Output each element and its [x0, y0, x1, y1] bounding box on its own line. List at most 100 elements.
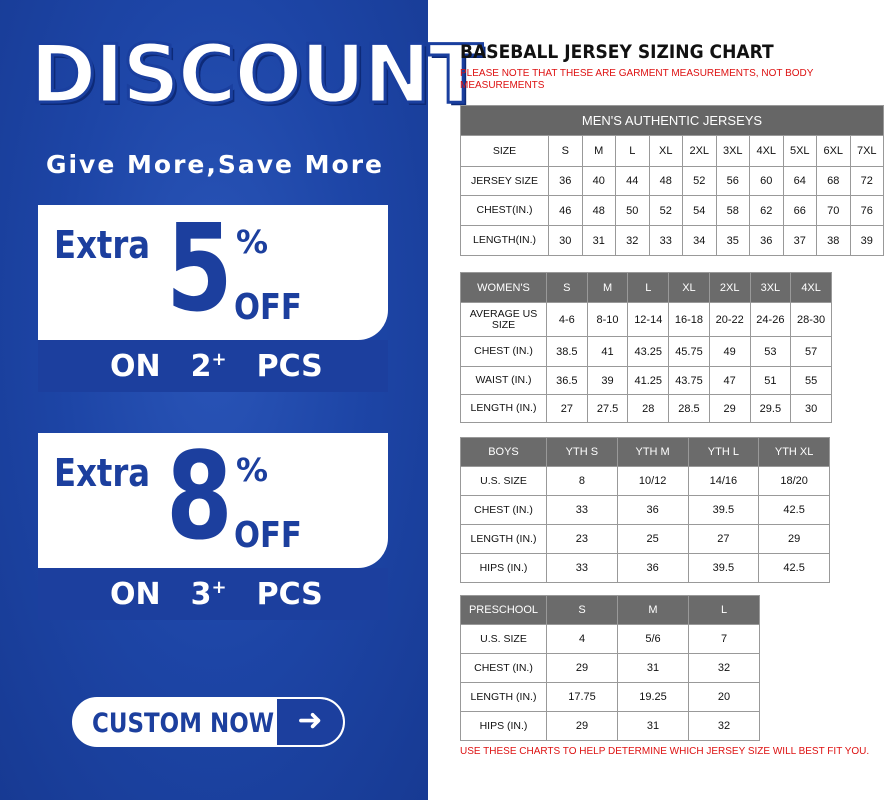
- offer-extra: Extra: [54, 223, 151, 267]
- cell: 52: [648, 195, 683, 226]
- cell: 56: [715, 166, 750, 196]
- cell: 33: [546, 495, 618, 525]
- qty-number: 2: [190, 348, 212, 384]
- cell: 50: [615, 195, 650, 226]
- cell: 46: [548, 195, 583, 226]
- cell: 29: [546, 653, 618, 683]
- header-cell: YTH L: [687, 437, 760, 467]
- cell: 16-18: [668, 302, 710, 337]
- qty-number: 3: [190, 576, 212, 612]
- cell: 38.5: [546, 336, 588, 367]
- cell: 36: [616, 553, 689, 583]
- chart-title: BASEBALL JERSEY SIZING CHART: [460, 41, 774, 63]
- promo-panel: DISCOUNT Give More,Save More Extra 5 % O…: [0, 0, 485, 800]
- tagline: Give More,Save More: [45, 150, 385, 179]
- table-row: AVERAGE US SIZE 4-6 8-10 12-14 16-18 20-22 24-…: [460, 302, 832, 337]
- discount-headline: DISCOUNT: [29, 27, 485, 123]
- row-label: CHEST (IN.): [460, 495, 547, 525]
- cell: 48: [581, 195, 616, 226]
- row-label: LENGTH(IN.): [460, 225, 549, 256]
- cell: 57: [790, 336, 832, 367]
- cell: 45.75: [668, 336, 710, 367]
- offer-percent: %: [236, 223, 269, 261]
- cell: 41.25: [627, 366, 670, 395]
- cell: 36: [616, 495, 689, 525]
- mens-size-table: MEN'S AUTHENTIC JERSEYS SIZE S M L XL 2XL 3XL 4X…: [460, 105, 884, 256]
- header-cell: M: [586, 272, 629, 303]
- table-row: CHEST (IN.) 38.5 41 43.25 45.75 49 53 57: [460, 336, 832, 367]
- cell: 27.5: [586, 394, 629, 423]
- cell: 30: [790, 394, 832, 423]
- header-cell: S: [546, 595, 618, 625]
- cell: 35: [715, 225, 750, 256]
- cell: 39: [849, 225, 884, 256]
- row-label: CHEST (IN.): [460, 336, 547, 367]
- cell: 72: [849, 166, 884, 196]
- row-label: AVERAGE US SIZE: [460, 302, 547, 337]
- cell: 51: [749, 366, 792, 395]
- cell: 36: [749, 225, 784, 256]
- header-cell: BOYS: [460, 437, 547, 467]
- cell: 44: [615, 166, 650, 196]
- cell: 27: [687, 524, 760, 554]
- cell: 42.5: [758, 495, 830, 525]
- cell: 10/12: [616, 466, 689, 496]
- cell: 12-14: [627, 302, 670, 337]
- header-cell: 5XL: [782, 135, 817, 167]
- row-label: WAIST (IN.): [460, 366, 547, 395]
- custom-now-button[interactable]: CUSTOM NOW ➜: [72, 697, 345, 747]
- measurement-note: PLEASE NOTE THAT THESE ARE GARMENT MEASU…: [460, 68, 814, 91]
- cell: 29: [708, 394, 751, 423]
- custom-now-label: CUSTOM NOW: [92, 708, 275, 739]
- offer-percent: %: [236, 451, 269, 489]
- offer-number: 5: [166, 200, 233, 339]
- row-label: LENGTH (IN.): [460, 394, 547, 423]
- cell: 31: [617, 653, 689, 683]
- table-row: HIPS (IN.) 29 31 32: [460, 711, 760, 741]
- cell: 37: [782, 225, 817, 256]
- offer-extra: Extra: [54, 451, 151, 495]
- table-row: CHEST(IN.) 46 48 50 52 54 58 62 66 70 76: [460, 195, 884, 226]
- header-cell: WOMEN'S: [460, 272, 547, 303]
- row-label: LENGTH (IN.): [460, 524, 547, 554]
- header-cell: L: [627, 272, 670, 303]
- header-cell: 3XL: [715, 135, 750, 167]
- table-row: JERSEY SIZE 36 40 44 48 52 56 60 64 68 72: [460, 166, 884, 196]
- cell: 70: [816, 195, 851, 226]
- header-cell: XL: [648, 135, 683, 167]
- header-cell: 7XL: [849, 135, 884, 167]
- cell: 39.5: [687, 495, 760, 525]
- cell: 47: [708, 366, 751, 395]
- header-cell: PRESCHOOL: [460, 595, 547, 625]
- cell: 32: [615, 225, 650, 256]
- header-cell: SIZE: [460, 135, 549, 167]
- header-cell: L: [688, 595, 760, 625]
- cell: 20: [688, 682, 760, 712]
- row-label: CHEST (IN.): [460, 653, 547, 683]
- table-header-row: PRESCHOOL S M L: [460, 595, 760, 625]
- cell: 4-6: [546, 302, 588, 337]
- cell: 24-26: [749, 302, 792, 337]
- row-label: CHEST(IN.): [460, 195, 549, 226]
- row-label: LENGTH (IN.): [460, 682, 547, 712]
- cell: 76: [849, 195, 884, 226]
- cell: 64: [782, 166, 817, 196]
- table-row: CHEST (IN.) 29 31 32: [460, 653, 760, 683]
- womens-size-table: WOMEN'S S M L XL 2XL 3XL 4XL AVERAGE US SIZE 4-6 8…: [460, 272, 832, 423]
- header-cell: M: [617, 595, 689, 625]
- header-cell: YTH M: [616, 437, 689, 467]
- cell: 39.5: [687, 553, 760, 583]
- offer-on: ON: [110, 576, 161, 612]
- cell: 55: [790, 366, 832, 395]
- offer-pcs: PCS: [256, 576, 323, 612]
- offer-number: 8: [166, 428, 233, 567]
- cell: 33: [648, 225, 683, 256]
- table-row: CHEST (IN.) 33 36 39.5 42.5: [460, 495, 830, 525]
- header-cell: YTH XL: [758, 437, 830, 467]
- header-cell: L: [615, 135, 650, 167]
- header-cell: 4XL: [749, 135, 784, 167]
- cell: 34: [682, 225, 717, 256]
- cell: 32: [688, 711, 760, 741]
- cell: 7: [688, 624, 760, 654]
- table-header-row: BOYS YTH S YTH M YTH L YTH XL: [460, 437, 830, 467]
